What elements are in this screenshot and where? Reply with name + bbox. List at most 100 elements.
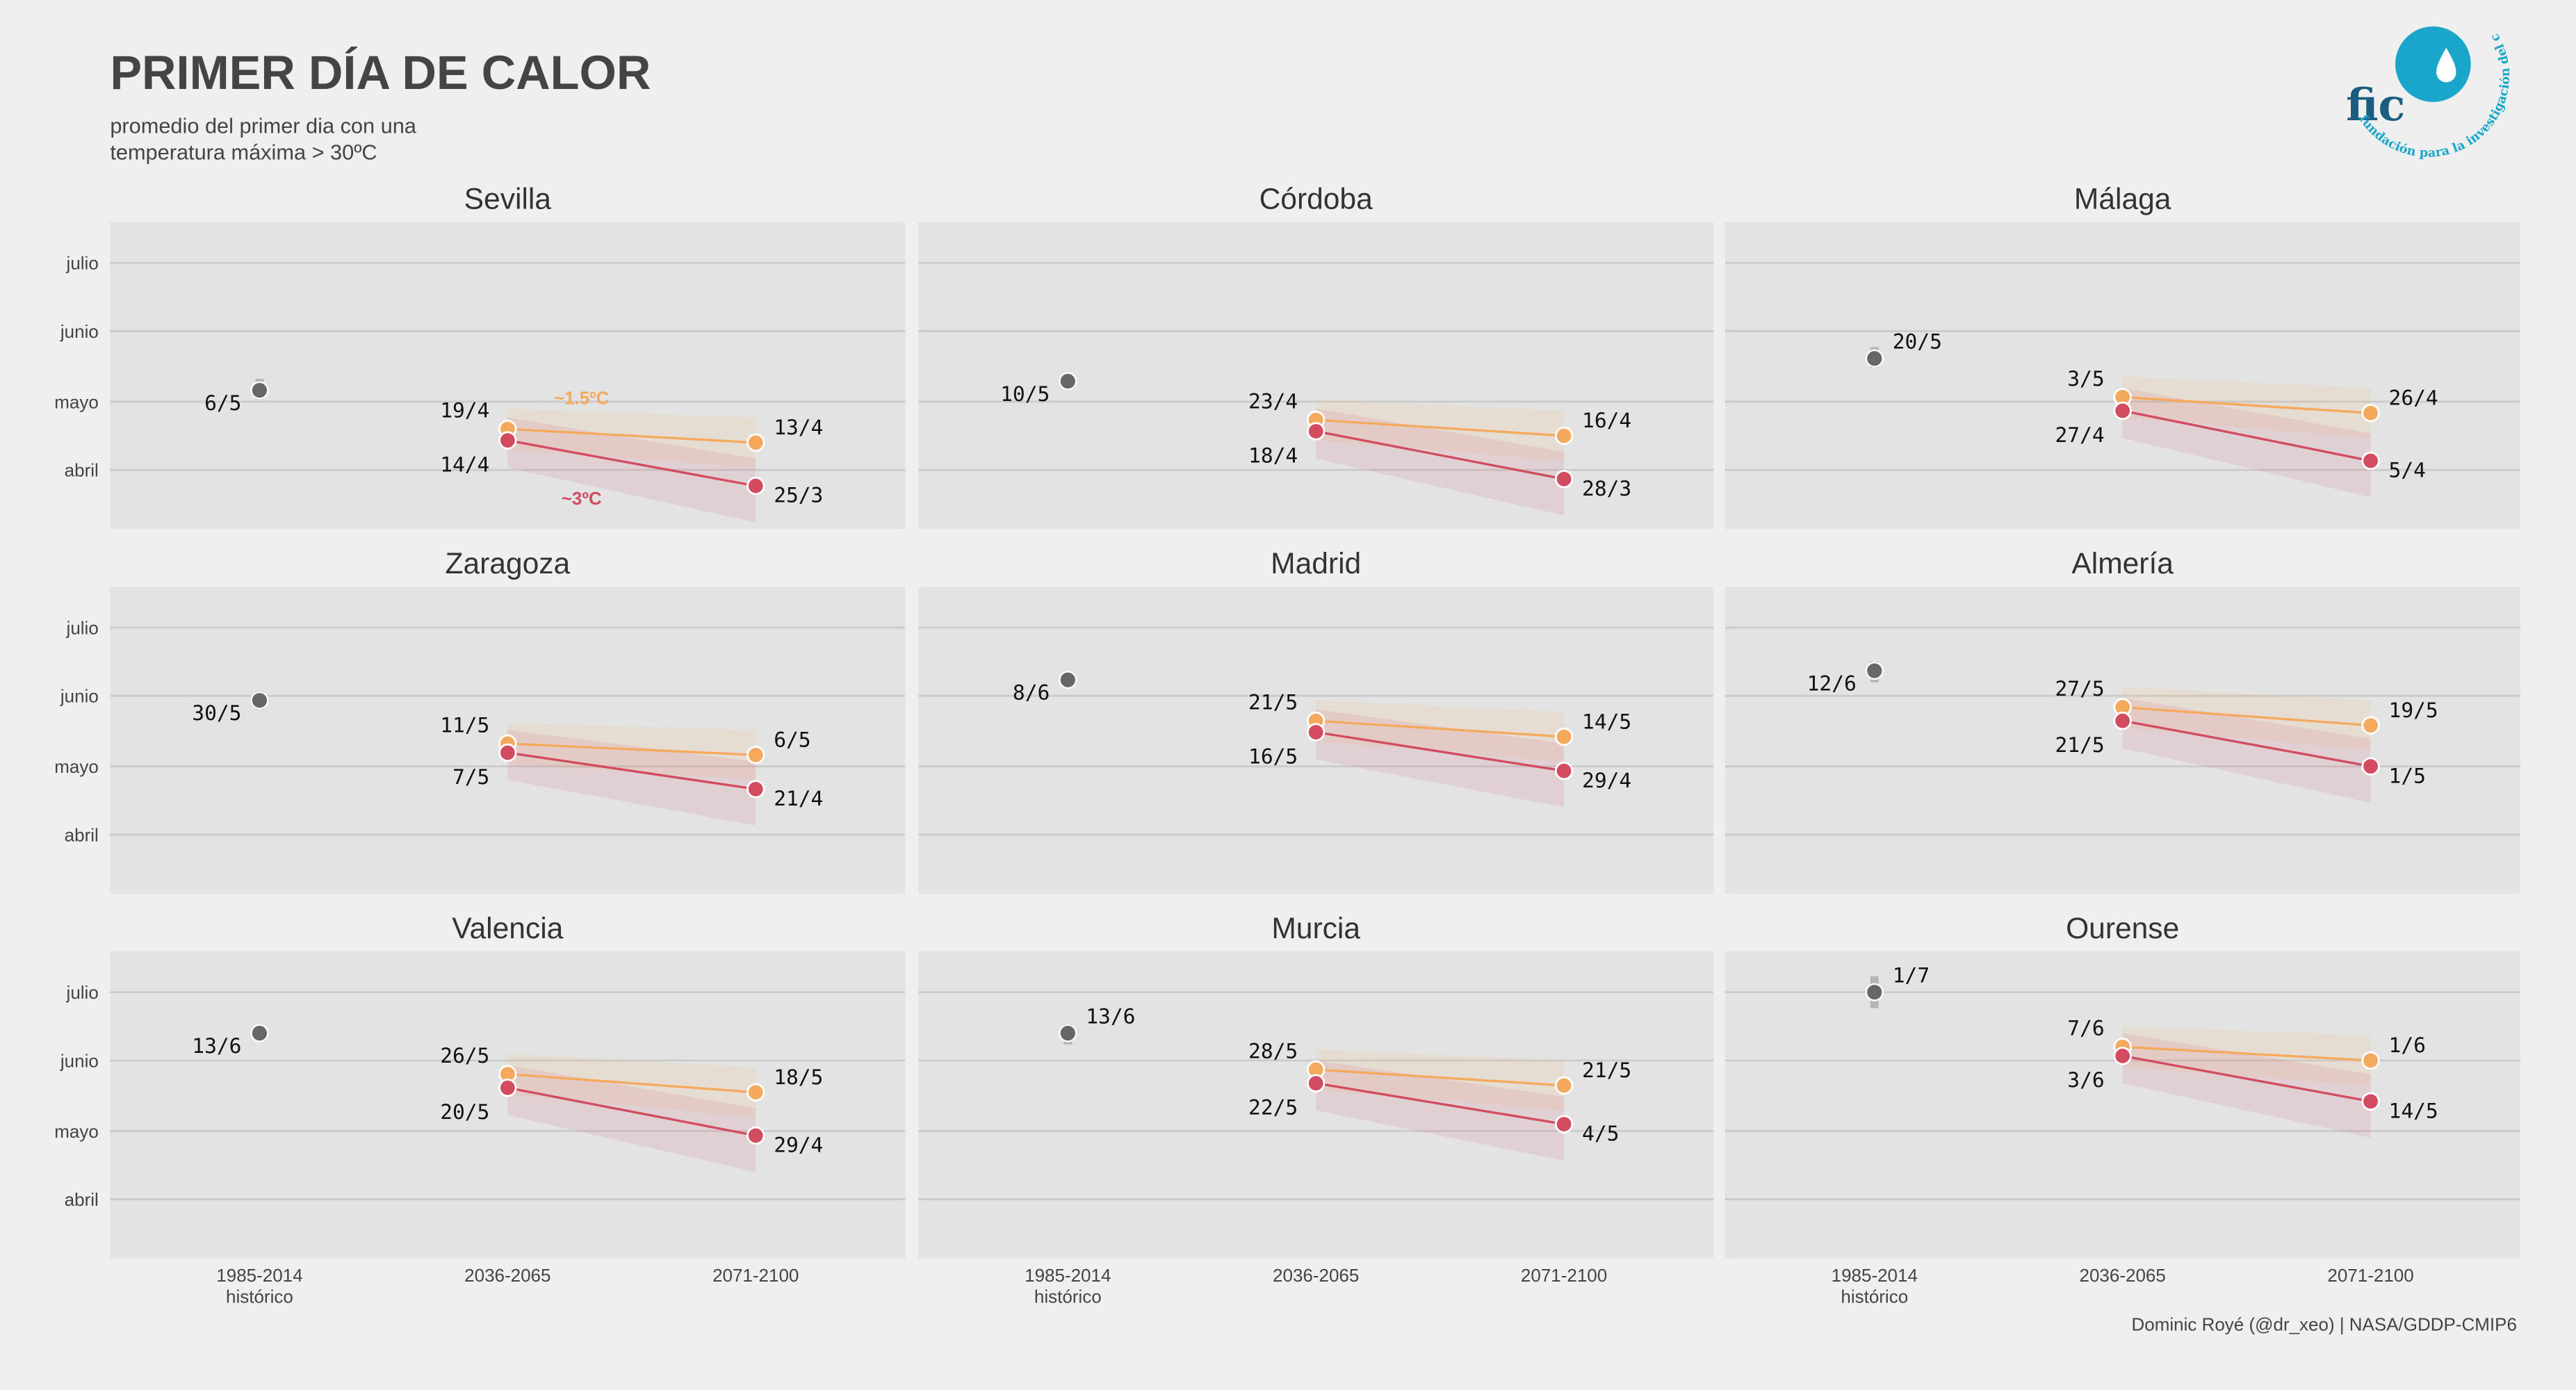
historical-point bbox=[250, 1024, 269, 1042]
historical-label: 13/6 bbox=[1086, 1004, 1135, 1028]
series-line bbox=[2122, 705, 2371, 727]
series-annotation: ~1.5ºC bbox=[554, 388, 610, 409]
value-label: 27/4 bbox=[2055, 423, 2105, 447]
x-tick-label: 2036-2065 bbox=[2080, 1265, 2166, 1286]
panel-background bbox=[1725, 587, 2520, 894]
x-tick-label: 2071-2100 bbox=[712, 1265, 799, 1286]
value-label: 5/4 bbox=[2389, 459, 2426, 482]
ribbon bbox=[2122, 687, 2371, 751]
ribbon bbox=[1316, 408, 1565, 516]
panel-title: Almería bbox=[2071, 547, 2174, 580]
ribbon bbox=[507, 730, 756, 826]
value-label: 16/4 bbox=[1582, 409, 1631, 432]
series-point bbox=[1554, 426, 1574, 445]
logo-text: fic bbox=[2346, 79, 2405, 131]
series-line bbox=[1315, 730, 1565, 772]
panel-title: Málaga bbox=[2074, 182, 2171, 215]
ribbon bbox=[1316, 1060, 1565, 1161]
panel-background bbox=[1725, 951, 2520, 1259]
series-line bbox=[507, 742, 756, 756]
value-label: 22/5 bbox=[1248, 1096, 1298, 1120]
series-line bbox=[2122, 409, 2371, 462]
value-label: 19/4 bbox=[440, 399, 489, 423]
series-point bbox=[746, 746, 765, 764]
x-tick-note: histórico bbox=[226, 1286, 293, 1307]
value-label: 16/5 bbox=[1248, 744, 1298, 768]
series-point bbox=[746, 1083, 765, 1102]
historical-point bbox=[1865, 983, 1884, 1001]
value-label: 4/5 bbox=[1582, 1122, 1619, 1145]
panel: Málaga 20/5 3/5 26/4 27/4 5/4 bbox=[1725, 182, 2520, 530]
series-line bbox=[1316, 719, 1565, 738]
series-line bbox=[2122, 719, 2371, 768]
value-label: 28/3 bbox=[1582, 477, 1631, 500]
series-line bbox=[1315, 430, 1565, 480]
chart-title: PRIMER DÍA DE CALOR bbox=[110, 46, 651, 99]
value-label: 13/4 bbox=[774, 416, 823, 439]
historical-label: 10/5 bbox=[1000, 382, 1050, 406]
historical-point bbox=[1059, 372, 1077, 391]
historical-point bbox=[1059, 1024, 1077, 1042]
x-tick-label: 2071-2100 bbox=[1521, 1265, 1607, 1286]
value-label: 26/4 bbox=[2389, 386, 2438, 409]
value-label: 20/5 bbox=[440, 1100, 489, 1124]
value-label: 25/3 bbox=[774, 484, 823, 507]
panel: Valencia abril mayo junio julio 1985-2014hist… bbox=[54, 912, 906, 1307]
series-point bbox=[2113, 711, 2132, 730]
historical-point bbox=[1059, 671, 1077, 689]
series-point bbox=[498, 431, 517, 450]
historical-point bbox=[250, 691, 269, 710]
panel: Sevilla abril mayo junio julio 6/5 19/4 13/4 14/… bbox=[54, 182, 906, 530]
series-point bbox=[2361, 757, 2380, 776]
x-tick-label: 2036-2065 bbox=[464, 1265, 551, 1286]
series-line bbox=[2122, 1045, 2371, 1062]
y-tick-label: julio bbox=[66, 982, 99, 1003]
ribbon bbox=[2122, 1033, 2371, 1138]
value-label: 28/5 bbox=[1248, 1039, 1298, 1063]
panel-title: Ourense bbox=[2066, 912, 2179, 945]
series-point bbox=[498, 743, 517, 762]
series-line bbox=[507, 439, 756, 487]
series-line bbox=[2122, 395, 2371, 414]
y-tick-label: junio bbox=[60, 686, 99, 707]
series-line bbox=[2122, 1054, 2371, 1103]
panel: Córdoba 10/5 23/4 16/4 18/4 28/3 bbox=[918, 182, 1714, 530]
ribbon bbox=[1316, 1049, 1565, 1111]
series-line bbox=[1316, 1068, 1565, 1087]
series-point bbox=[746, 476, 765, 496]
historical-point bbox=[1865, 662, 1884, 680]
x-tick-note: histórico bbox=[1034, 1286, 1102, 1307]
subtitle: temperatura máxima > 30ºC bbox=[110, 140, 377, 164]
historical-label: 8/6 bbox=[1013, 681, 1050, 705]
series-line bbox=[507, 751, 756, 791]
value-label: 29/4 bbox=[774, 1134, 823, 1157]
ribbon bbox=[2122, 388, 2371, 498]
value-label: 6/5 bbox=[774, 728, 810, 751]
historical-label: 20/5 bbox=[1893, 330, 1942, 354]
panel-title: Sevilla bbox=[464, 182, 552, 215]
x-tick-label: 1985-2014 bbox=[216, 1265, 302, 1286]
series-point bbox=[2361, 716, 2380, 735]
x-tick-label: 2036-2065 bbox=[1273, 1265, 1359, 1286]
subtitle: promedio del primer dia con una bbox=[110, 114, 416, 138]
ribbon bbox=[2122, 698, 2371, 803]
historical-point bbox=[1865, 349, 1884, 368]
y-tick-label: mayo bbox=[54, 391, 99, 412]
value-label: 21/5 bbox=[2055, 733, 2105, 757]
series-point bbox=[1306, 422, 1326, 441]
y-tick-label: abril bbox=[65, 824, 99, 845]
panel-background bbox=[110, 951, 906, 1259]
historical-point bbox=[250, 381, 269, 400]
series-point bbox=[2113, 401, 2132, 420]
y-tick-label: junio bbox=[60, 321, 99, 342]
value-label: 21/5 bbox=[1582, 1058, 1631, 1082]
series-annotation: ~3ºC bbox=[562, 488, 602, 509]
series-point bbox=[1554, 1076, 1574, 1095]
panel-background bbox=[918, 951, 1714, 1259]
panel: Almería 12/6 27/5 19/5 21/5 1/5 bbox=[1725, 547, 2520, 894]
value-label: 14/4 bbox=[440, 453, 489, 477]
series-line bbox=[507, 427, 756, 444]
panel-title: Murcia bbox=[1271, 912, 1360, 945]
